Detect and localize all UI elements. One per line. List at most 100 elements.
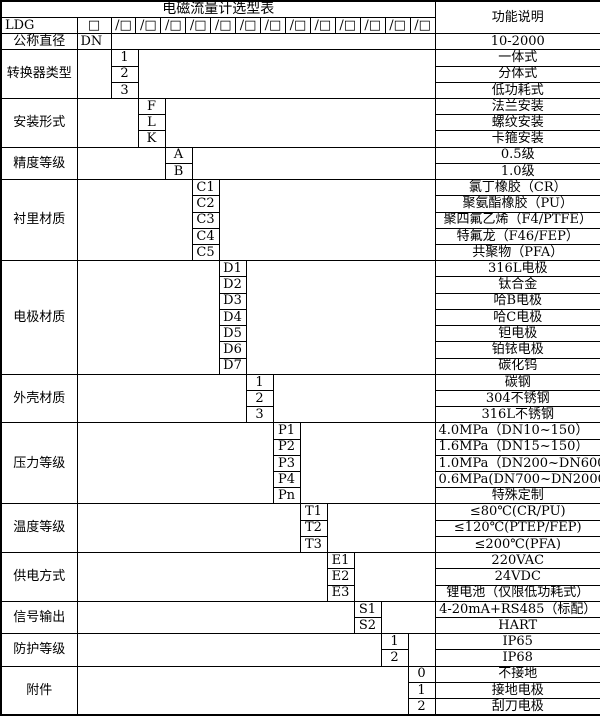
option-code: K — [137, 130, 166, 148]
function-text: HART — [434, 616, 600, 635]
option-row: 2 304不锈钢 — [1, 389, 600, 408]
function-text: 钛合金 — [434, 276, 600, 294]
function-text: ≤80℃(CR/PU) — [434, 503, 600, 521]
blank-cell — [76, 98, 139, 148]
function-text: 接地电极 — [434, 681, 600, 700]
function-text: 1.6MPa（DN15~150） — [434, 438, 600, 456]
option-row: D6 铂铱电极 — [1, 341, 600, 359]
section-label: 附件 — [0, 665, 78, 716]
option-row: 电极材质 D1 316L电极 — [0, 260, 600, 375]
function-text: 聚氨酯橡胶（PU） — [434, 195, 600, 213]
blank-cell — [380, 600, 436, 635]
option-code: F — [137, 97, 166, 116]
option-row: C2 聚氨酯橡胶（PU） — [1, 195, 600, 213]
option-row: 信号输出 S1 4-20mA+RS485（标配） — [0, 600, 600, 635]
option-code: L — [137, 114, 166, 132]
blank-cell — [76, 179, 193, 262]
blank-cell — [76, 373, 247, 424]
option-code: P2 — [272, 438, 301, 456]
section-label: 供电方式 — [0, 552, 78, 602]
function-text: 1.0级 — [434, 162, 600, 181]
option-row: 精度等级 A 0.5级 — [0, 146, 600, 181]
option-code: D6 — [218, 341, 247, 359]
model-slot: /□ — [311, 18, 336, 33]
option-code: D4 — [218, 308, 247, 327]
blank-cell — [353, 552, 436, 602]
option-row: 温度等级 T1 ≤80℃(CR/PU) — [0, 503, 600, 554]
blank-cell — [76, 422, 274, 505]
model-slot: /□ — [336, 18, 361, 33]
option-code: S2 — [353, 616, 382, 635]
blank-cell — [76, 503, 301, 554]
option-code: 1 — [380, 633, 409, 651]
blank-cell — [326, 503, 436, 554]
option-row: P2 1.6MPa（DN15~150） — [1, 438, 600, 456]
function-text: 24VDC — [434, 568, 600, 586]
section-label: 安装形式 — [0, 98, 78, 148]
function-text: 10-2000 — [434, 33, 600, 51]
blank-cell — [76, 633, 382, 667]
option-code: S1 — [353, 600, 382, 619]
option-code: P3 — [272, 454, 301, 473]
section-label: 温度等级 — [0, 503, 78, 554]
function-text: 卡箍安装 — [434, 130, 600, 148]
function-text: 低功耗式 — [434, 81, 600, 100]
blank-cell — [76, 49, 112, 99]
option-code: D1 — [218, 260, 247, 278]
function-text: 220VAC — [434, 552, 600, 570]
option-row: 安装形式 F 法兰安装 — [0, 97, 600, 148]
option-code: 3 — [110, 81, 139, 100]
option-row: T3 ≤200℃(PFA) — [1, 535, 600, 554]
option-code: 1 — [245, 373, 274, 391]
option-row: 1 接地电极 — [1, 681, 600, 700]
model-slot-strip: /□ /□ /□ /□ /□ /□ /□ /□ /□ /□ /□ /□ /□ — [110, 16, 436, 35]
option-code: 0 — [407, 665, 436, 683]
function-text: 聚四氟乙烯（F4/PTFE） — [434, 211, 600, 229]
option-code: 2 — [407, 698, 436, 716]
function-text: 哈C电极 — [434, 308, 600, 327]
table-title: 电磁流量计选型表 — [0, 0, 436, 18]
option-code: D7 — [218, 357, 247, 375]
model-slot-row: /□ /□ /□ /□ /□ /□ /□ /□ /□ /□ /□ /□ /□ — [112, 18, 434, 33]
model-slot: /□ — [112, 18, 137, 33]
option-row: 防护等级 1 IP65 — [0, 633, 600, 667]
option-row: T2 ≤120℃(PTEP/FEP) — [1, 519, 600, 537]
model-slot: /□ — [186, 18, 212, 33]
function-text: 特氟龙（F46/FEP） — [434, 227, 600, 245]
option-code: 1 — [407, 681, 436, 700]
model-slot: /□ — [136, 18, 162, 33]
function-text: 碳钢 — [434, 373, 600, 391]
option-code: P4 — [272, 471, 301, 489]
blank-cell — [272, 373, 436, 424]
blank-cell — [218, 179, 436, 262]
option-row: L 螺纹安装 — [1, 114, 600, 132]
function-text: 碳化钨 — [434, 357, 600, 375]
option-code: T2 — [299, 519, 328, 537]
option-code: T3 — [299, 535, 328, 554]
option-row: Pn 特殊定制 — [1, 487, 600, 505]
option-code: C5 — [191, 243, 220, 262]
blank-cell — [137, 49, 436, 99]
option-code: A — [164, 146, 193, 164]
option-row: D5 钽电极 — [1, 325, 600, 343]
blank-cell — [299, 422, 436, 505]
section-label: 转换器类型 — [0, 49, 78, 99]
function-text: 铂铱电极 — [434, 341, 600, 359]
option-code: P1 — [272, 422, 301, 440]
model-slot: /□ — [261, 18, 286, 33]
option-code: Pn — [272, 487, 301, 505]
function-text: 316L不锈钢 — [434, 406, 600, 424]
option-code: T1 — [299, 503, 328, 521]
function-text: 316L电极 — [434, 260, 600, 278]
option-code: 2 — [110, 65, 139, 83]
function-text: 特殊定制 — [434, 487, 600, 505]
model-slot: /□ — [236, 18, 262, 33]
option-code: E3 — [326, 584, 355, 602]
option-row: 压力等级 P1 4.0MPa（DN10~150） — [0, 422, 600, 505]
model-slot: /□ — [161, 18, 187, 33]
option-code: DN — [76, 33, 112, 51]
function-text: 锂电池（仅限低功耗式） — [434, 584, 600, 602]
option-code: D5 — [218, 325, 247, 343]
